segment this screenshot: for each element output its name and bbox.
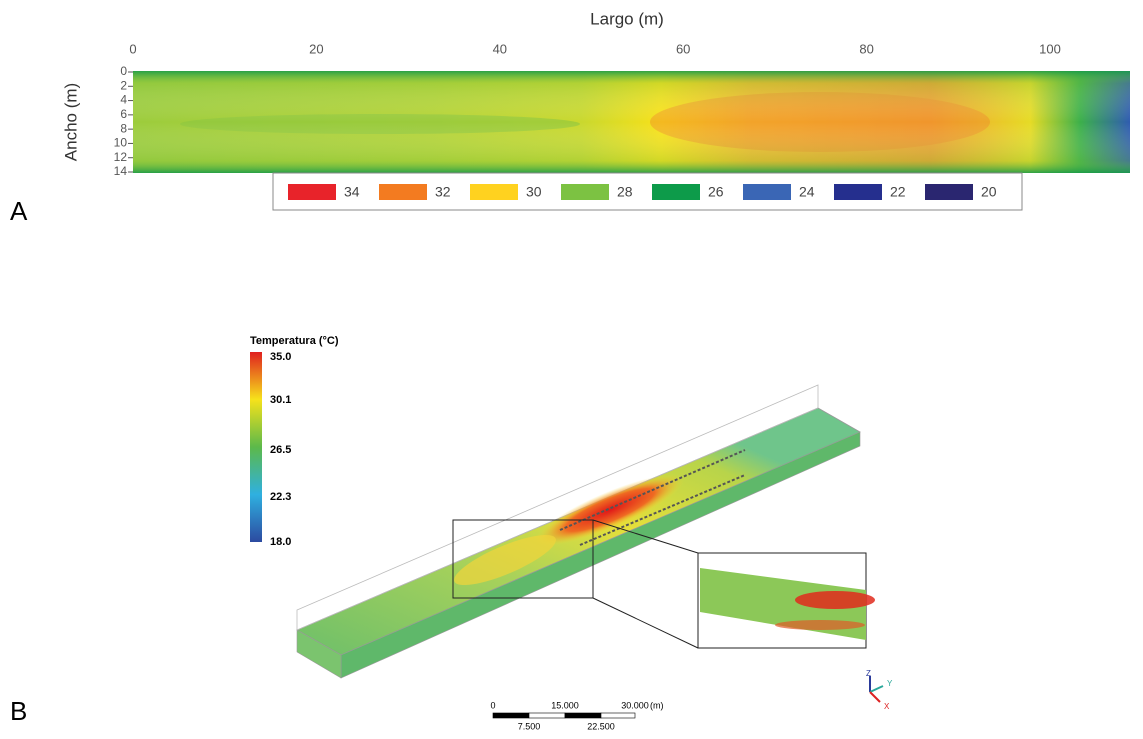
legend-label: 32 [435, 184, 451, 200]
legend-label: 20 [981, 184, 997, 200]
legend-label: 22 [890, 184, 906, 200]
y-tick-label: 2 [120, 78, 127, 92]
legend-label: 24 [799, 184, 815, 200]
scale-bar-segment [493, 713, 529, 718]
colorbar-tick-label: 26.5 [270, 444, 291, 456]
x-tick-label: 60 [676, 41, 690, 56]
scale-bar-label: 30.000 [621, 700, 649, 710]
scale-bar-label: 15.000 [551, 700, 579, 710]
x-tick-label: 100 [1039, 41, 1061, 56]
legend-swatch [379, 184, 427, 200]
legend-label: 34 [344, 184, 360, 200]
colorbar-tick-label: 22.3 [270, 491, 291, 503]
legend-swatch [834, 184, 882, 200]
inset-warm [775, 620, 865, 630]
legend-label: 30 [526, 184, 542, 200]
legend-label: 26 [708, 184, 724, 200]
legend-swatch [561, 184, 609, 200]
y-axis [870, 686, 883, 692]
x-tick-label: 0 [129, 41, 136, 56]
panel-label: B [10, 696, 27, 726]
inset-hot [795, 591, 875, 609]
axis-label: Y [887, 679, 893, 688]
panel-label: A [10, 196, 28, 226]
x-tick-label: 40 [493, 41, 507, 56]
y-tick-label: 12 [114, 150, 128, 164]
scale-bar-label: 22.500 [587, 721, 615, 731]
colorbar-title: Temperatura (°C) [250, 335, 339, 347]
y-tick-label: 0 [120, 64, 127, 78]
x-axis [870, 692, 880, 702]
y-tick-label: 4 [120, 93, 127, 107]
colorbar-tick-label: 18.0 [270, 536, 291, 548]
legend-swatch [743, 184, 791, 200]
colorbar [250, 352, 262, 542]
axis-triad [870, 676, 883, 702]
x-axis-title: Largo (m) [590, 9, 664, 28]
zoom-line [593, 598, 698, 648]
heatmap-edge [133, 71, 1130, 173]
figure: A Largo (m) Ancho (m) 3432302826242220 B… [0, 0, 1143, 734]
axis-label: Z [866, 669, 871, 678]
colorbar-tick-label: 35.0 [270, 351, 291, 363]
colorbar-tick-label: 30.1 [270, 394, 291, 406]
scale-bar-label: 0 [490, 700, 495, 710]
y-tick-label: 14 [114, 164, 128, 178]
x-tick-label: 20 [309, 41, 323, 56]
y-tick-label: 10 [114, 136, 128, 150]
scale-bar-segment [565, 713, 601, 718]
scale-bar-segment [529, 713, 565, 718]
scale-bar-label: 7.500 [518, 721, 541, 731]
legend-swatch [925, 184, 973, 200]
x-tick-label: 80 [859, 41, 873, 56]
legend-swatch [288, 184, 336, 200]
scale-bar-unit: (m) [650, 700, 664, 710]
scale-bar-segment [601, 713, 635, 718]
y-tick-label: 6 [120, 107, 127, 121]
legend-swatch [652, 184, 700, 200]
y-axis-title: Ancho (m) [61, 83, 80, 161]
y-tick-label: 8 [120, 121, 127, 135]
axis-label: X [884, 702, 890, 711]
legend-label: 28 [617, 184, 633, 200]
legend-swatch [470, 184, 518, 200]
